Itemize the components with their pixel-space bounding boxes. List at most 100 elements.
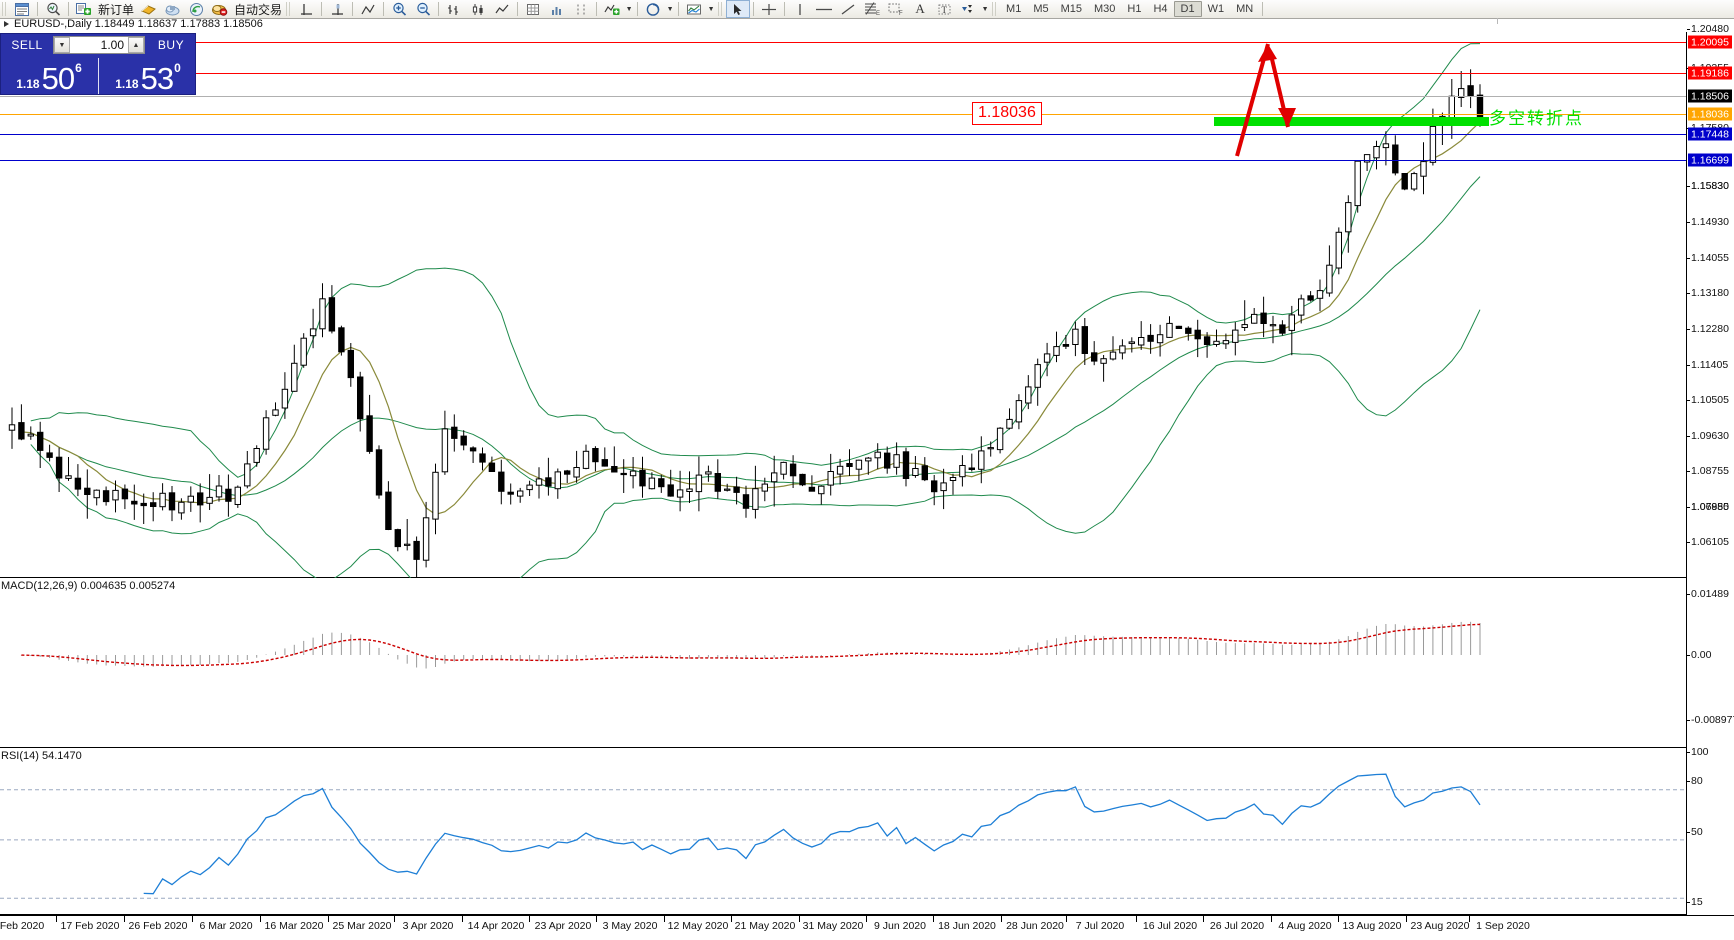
timeframe-h1[interactable]: H1 (1127, 3, 1142, 15)
time-axis-tick: 18 Jun 2020 (938, 920, 996, 932)
timeframe-group: M1 M5 M15 M30 H1 H4 D1 W1 MN (1000, 1, 1259, 17)
autoscroll-icon[interactable] (641, 0, 665, 18)
new-order-label[interactable]: 新订单 (98, 2, 135, 17)
signal-icon[interactable] (184, 0, 208, 18)
timeframe-m5[interactable]: M5 (1033, 3, 1049, 15)
indicator-template-icon[interactable] (356, 0, 380, 18)
time-axis[interactable]: Feb 2020 17 Feb 2020 26 Feb 2020 6 Mar 2020… (0, 915, 1734, 940)
chinese-annotation-label[interactable]: 多空转折点 (1489, 109, 1584, 129)
macd-pane[interactable] (0, 578, 1686, 748)
toolbar-grip[interactable] (992, 2, 999, 16)
time-axis-tick: 3 May 2020 (602, 920, 658, 932)
price-chart-pane[interactable] (0, 32, 1686, 578)
lot-increase-button[interactable]: ▲ (128, 37, 144, 53)
timeframe-w1[interactable]: W1 (1207, 3, 1225, 15)
collapse-arrow-icon[interactable] (4, 21, 9, 27)
price-scale-tick: 1.13180 (1687, 287, 1729, 299)
cursor-icon[interactable] (726, 0, 751, 18)
indicator-vline-icon[interactable] (294, 0, 318, 18)
grid-icon[interactable] (521, 0, 545, 18)
buy-price-display[interactable]: 1.18 53 0 (101, 58, 195, 94)
toolbar-separator (438, 2, 440, 16)
bar-chart-icon[interactable] (442, 0, 466, 18)
price-level-label[interactable]: 1.20095 (1688, 35, 1732, 49)
price-level-label[interactable]: 1.18036 (1688, 107, 1732, 121)
timeframe-m1[interactable]: M1 (1006, 3, 1022, 15)
time-axis-separator (1271, 916, 1272, 922)
time-axis-tick: 1 Sep 2020 (1476, 920, 1530, 932)
price-scale-column[interactable]: 1.15830 1.14930 1.14055 1.13180 1.12280 1.114… (1687, 23, 1734, 915)
lot-decrease-button[interactable]: ▼ (54, 37, 70, 53)
text-label-icon[interactable]: A (915, 1, 925, 16)
price-scale-tick: 1.06105 (1687, 536, 1729, 548)
chevron-down-icon[interactable]: ▼ (625, 5, 633, 13)
volumes-icon[interactable] (545, 0, 569, 18)
price-scale-tick: 1.20480 (1687, 23, 1729, 35)
new-order-icon[interactable] (72, 0, 96, 18)
time-axis-separator (260, 916, 261, 922)
indicator-fibo-icon[interactable] (325, 0, 349, 18)
buy-price-fraction: 0 (174, 61, 181, 75)
time-axis-separator (866, 916, 867, 922)
chevron-down-icon[interactable]: ▼ (981, 5, 989, 13)
chart-marker-line (1497, 18, 1498, 24)
lot-size-stepper[interactable]: ▼ 1.00 ▲ (53, 36, 145, 54)
price-annotation-box[interactable]: 1.18036 (972, 102, 1042, 125)
price-level-label[interactable]: 1.17448 (1688, 127, 1732, 141)
lot-size-input[interactable]: 1.00 (100, 38, 124, 52)
timeframe-mn[interactable]: MN (1236, 3, 1254, 15)
zoom-out-icon[interactable] (411, 0, 435, 18)
price-level-label[interactable]: 1.16699 (1688, 153, 1732, 167)
trendline-icon[interactable] (836, 0, 860, 18)
price-scale-tick: 1.15830 (1687, 180, 1729, 192)
time-axis-tick: 26 Jul 2020 (1209, 920, 1265, 932)
timeframe-h4[interactable]: H4 (1153, 3, 1168, 15)
price-scale-tick: 1.06980 (1687, 501, 1729, 513)
magnifier-data-icon[interactable] (41, 0, 65, 18)
zoom-in-icon[interactable] (387, 0, 411, 18)
channel-icon[interactable]: F (884, 0, 908, 18)
time-axis-separator (56, 916, 57, 922)
time-axis-separator (799, 916, 800, 922)
history-icon[interactable] (136, 0, 160, 18)
templates-icon[interactable] (682, 0, 706, 18)
timeframe-m30[interactable]: M30 (1094, 3, 1116, 15)
price-scale-tick: 1.14930 (1687, 216, 1729, 228)
chevron-down-icon[interactable]: ▼ (707, 5, 715, 13)
time-axis-separator (124, 916, 125, 922)
timeframe-d1[interactable]: D1 (1173, 1, 1202, 17)
time-axis-separator (933, 916, 934, 922)
chart-symbol-bar: EURUSD-,Daily 1.18449 1.18637 1.17883 1.… (0, 18, 1734, 32)
rsi-pane[interactable] (0, 748, 1686, 915)
time-axis-separator (1203, 916, 1204, 922)
timeframe-m15[interactable]: M15 (1060, 3, 1082, 15)
price-level-label[interactable]: 1.19186 (1688, 66, 1732, 80)
expert-advisor-stop-icon[interactable] (208, 0, 232, 18)
toolbar-grip[interactable] (2, 2, 8, 16)
text-object-icon[interactable]: T (932, 0, 956, 18)
buy-button[interactable]: BUY (157, 38, 185, 52)
time-axis-tick: 23 Aug 2020 (1410, 920, 1470, 932)
one-click-trading-panel[interactable]: SELL ▼ 1.00 ▲ BUY 1.18 50 6 1.18 53 0 (0, 33, 196, 95)
fibo-retracement-icon[interactable]: E (860, 0, 884, 18)
horizontal-line-icon[interactable] (812, 0, 836, 18)
autotrading-label[interactable]: 自动交易 (234, 2, 283, 17)
add-indicator-icon[interactable] (600, 0, 624, 18)
objects-list-icon[interactable] (956, 0, 980, 18)
buy-price-prefix: 1.18 (115, 77, 139, 91)
chevron-down-icon[interactable]: ▼ (666, 5, 674, 13)
sell-button[interactable]: SELL (11, 38, 43, 52)
crosshair-icon[interactable] (757, 0, 781, 18)
price-scale-tick: 1.08755 (1687, 465, 1729, 477)
time-axis-separator (1338, 916, 1339, 922)
sell-price-display[interactable]: 1.18 50 6 (2, 58, 96, 94)
cloud-icon[interactable] (160, 0, 184, 18)
price-level-label[interactable]: 1.18506 (1688, 89, 1732, 103)
chart-window-icon[interactable] (10, 0, 34, 18)
candlestick-chart-icon[interactable] (466, 0, 490, 18)
toolbar-grip[interactable] (286, 2, 293, 16)
period-separator-icon[interactable] (569, 0, 593, 18)
toolbar-grip[interactable] (718, 2, 725, 16)
line-chart-icon[interactable] (490, 0, 514, 18)
vertical-line-icon[interactable] (788, 0, 812, 18)
